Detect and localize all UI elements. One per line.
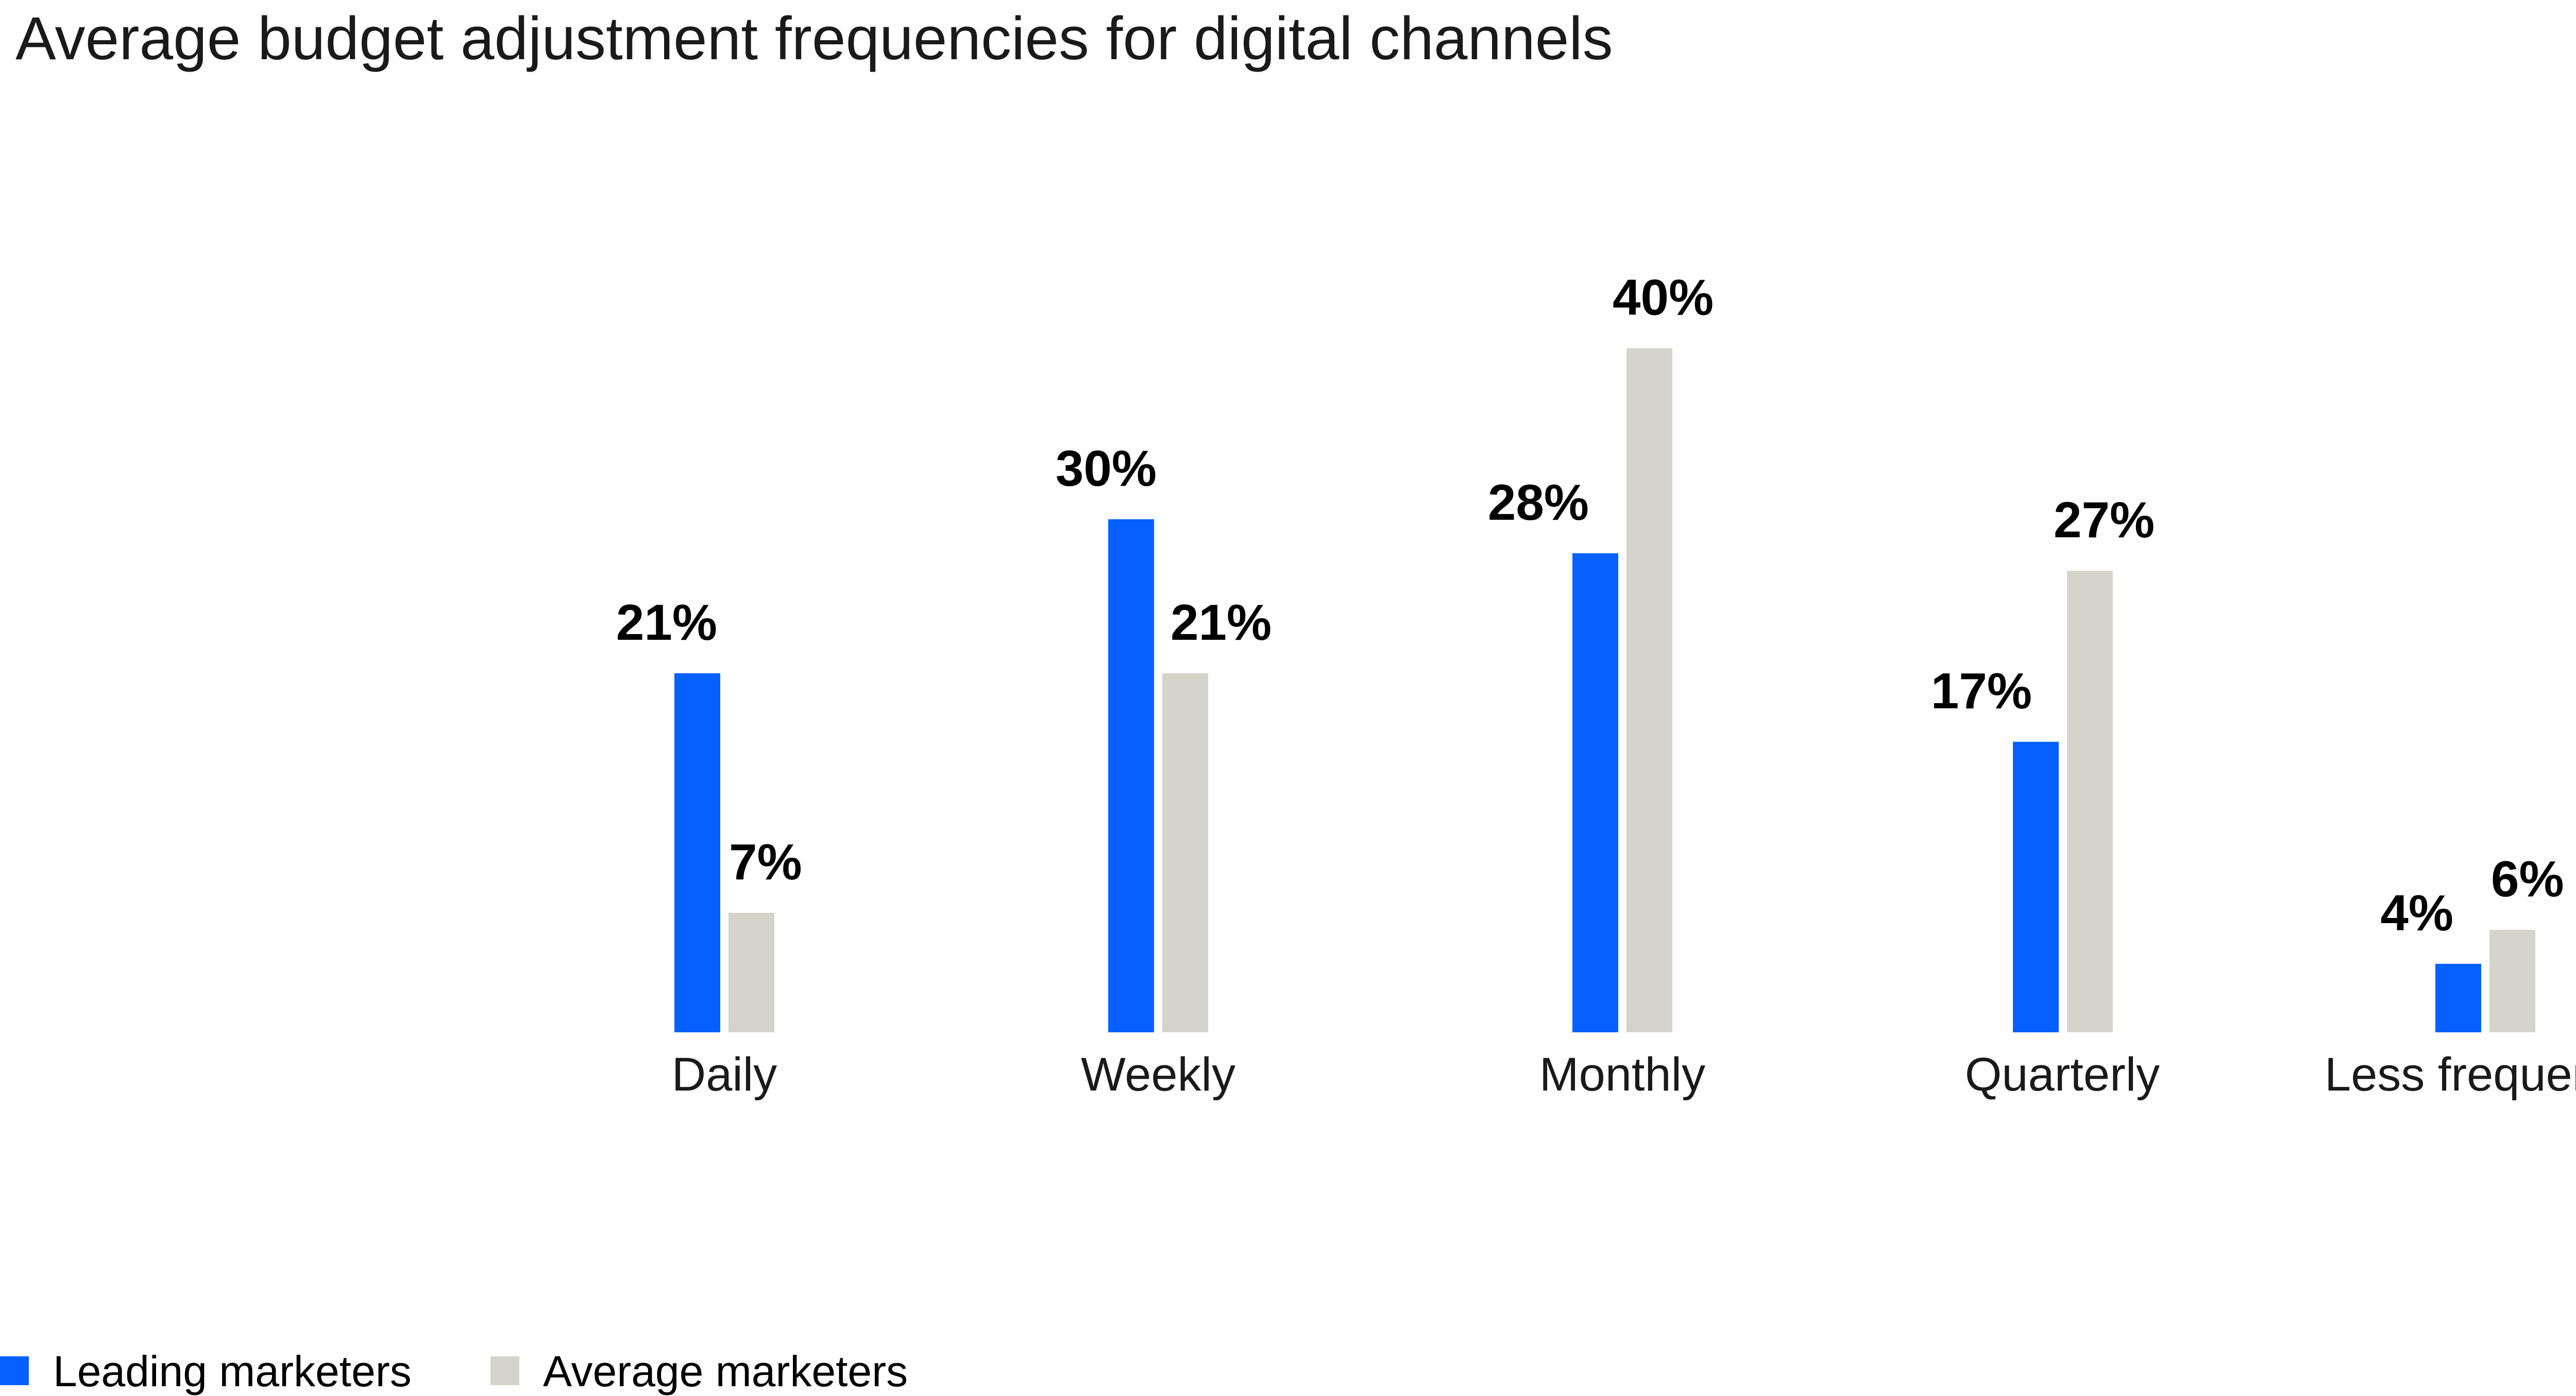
bar-average-marketers-weekly	[1162, 673, 1208, 1032]
value-label-leading-marketers-daily: 21%	[616, 594, 717, 651]
bar-leading-marketers-quarterly	[2013, 742, 2059, 1032]
value-label-average-marketers-weekly: 21%	[1171, 594, 1272, 651]
category-label-daily: Daily	[671, 1048, 777, 1101]
value-label-average-marketers-daily: 7%	[729, 833, 802, 890]
bar-leading-marketers-weekly	[1108, 519, 1154, 1032]
bar-average-marketers-monthly	[1626, 348, 1672, 1032]
category-label-weekly: Weekly	[1081, 1048, 1235, 1101]
value-label-leading-marketers-quarterly: 17%	[1930, 662, 2032, 719]
value-label-average-marketers-monthly: 40%	[1613, 269, 1714, 326]
bar-leading-marketers-daily	[674, 673, 720, 1032]
value-label-leading-marketers-less-frequently: 4%	[2380, 884, 2453, 941]
chart-title: Average budget adjustment frequencies fo…	[15, 5, 1613, 73]
category-label-less-frequently: Less frequently	[2325, 1048, 2576, 1101]
bar-leading-marketers-less-frequently	[2435, 964, 2481, 1032]
bar-leading-marketers-monthly	[1572, 553, 1618, 1032]
value-label-average-marketers-less-frequently: 6%	[2491, 850, 2564, 907]
bar-average-marketers-less-frequently	[2489, 930, 2535, 1032]
value-label-average-marketers-quarterly: 27%	[2054, 491, 2155, 548]
bar-average-marketers-quarterly	[2067, 571, 2113, 1032]
category-label-quarterly: Quarterly	[1964, 1048, 2160, 1101]
value-label-leading-marketers-weekly: 30%	[1055, 440, 1157, 497]
bar-average-marketers-daily	[728, 913, 774, 1032]
category-label-monthly: Monthly	[1539, 1048, 1706, 1101]
value-label-leading-marketers-monthly: 28%	[1487, 474, 1589, 531]
